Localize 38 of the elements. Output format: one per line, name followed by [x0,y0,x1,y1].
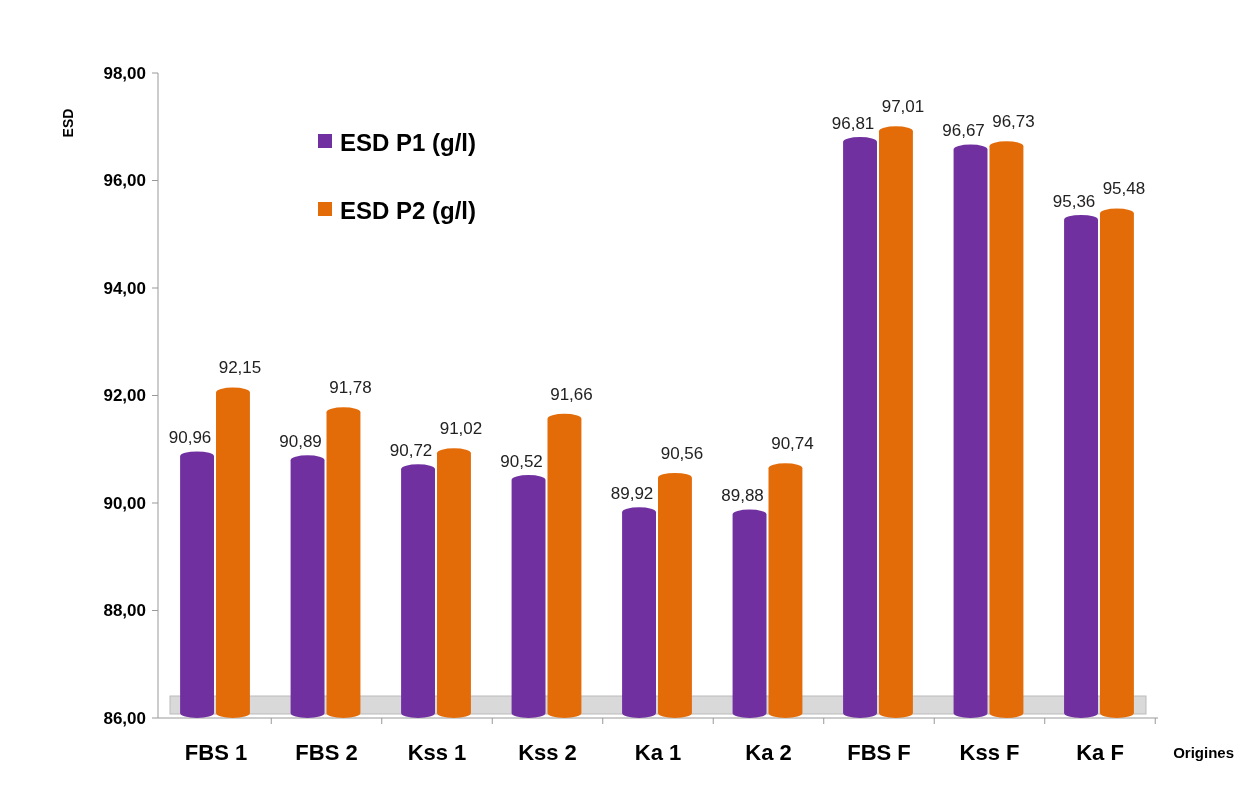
x-tick-label: Ka F [1076,740,1124,765]
x-tick-label: Ka 2 [745,740,792,765]
y-tick-label: 94,00 [103,278,146,298]
data-label: 96,81 [831,113,875,133]
data-label: 90,96 [168,428,212,448]
data-label: 97,01 [881,97,925,117]
data-label: 91,02 [439,419,483,439]
data-label: 96,73 [992,112,1035,132]
x-tick-label: Kss 1 [407,740,467,765]
data-label: 90,74 [771,434,814,454]
x-tick-label: Ka 1 [634,740,682,765]
x-tick-label: FBS 1 [184,740,248,765]
x-tick-label: FBS 2 [295,740,358,765]
data-label: 96,67 [942,121,985,141]
data-label: 92,15 [218,358,262,378]
data-label: 90,72 [389,441,433,461]
x-axis-title: Origines [1173,744,1234,761]
x-tick-label: Kss 2 [518,740,577,765]
y-tick-label: 98,00 [103,63,146,83]
y-tick-label: 86,00 [103,708,146,728]
y-tick-label: 90,00 [103,493,146,513]
x-tick-label: FBS F [847,740,911,765]
y-axis-title: ESD [60,108,76,138]
legend-label: ESD P1 (g/l) [340,129,477,157]
data-label: 91,66 [550,384,593,404]
data-label: 90,52 [500,452,543,472]
data-label: 95,36 [1052,191,1096,211]
data-label: 90,56 [660,443,704,463]
y-tick-label: 88,00 [103,601,146,621]
y-tick-label: 92,00 [103,386,146,406]
x-tick-label: Kss F [959,740,1020,765]
data-label: 89,92 [610,484,654,504]
data-label: 90,89 [279,432,322,452]
data-label: 95,48 [1102,179,1146,199]
data-label: 89,88 [721,486,764,506]
y-tick-label: 96,00 [103,171,146,191]
data-label: 91,78 [329,378,372,398]
legend-label: ESD P2 (g/l) [340,197,477,225]
